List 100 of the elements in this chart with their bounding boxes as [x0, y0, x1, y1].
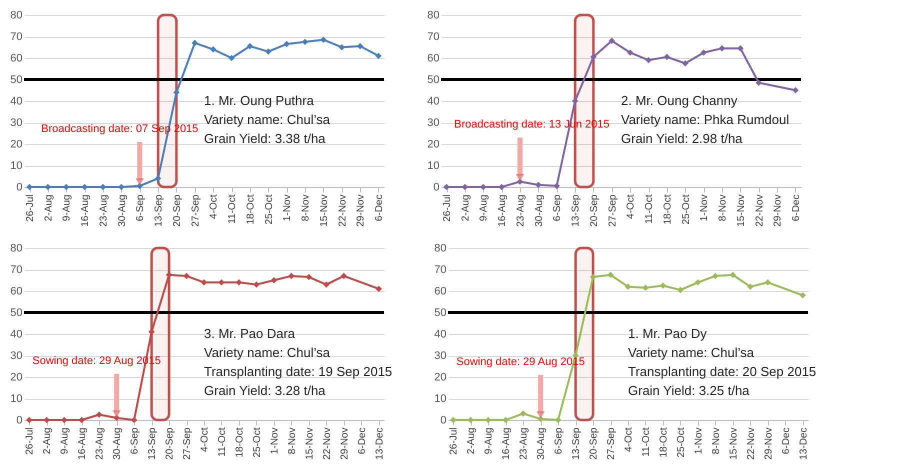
x-tick-label: 29-Nov: [763, 428, 774, 460]
point: [660, 282, 666, 289]
x-tick-label: 11-Oct: [644, 194, 656, 224]
point: [376, 286, 382, 292]
x-tick-label: 16-Aug: [80, 194, 92, 227]
point: [192, 40, 198, 46]
point: [502, 416, 509, 424]
point: [306, 274, 312, 280]
point: [246, 43, 254, 50]
point: [554, 416, 562, 424]
y-tick-label: 20: [434, 372, 446, 384]
point: [44, 416, 50, 424]
point: [320, 36, 327, 43]
point: [253, 281, 260, 288]
x-tick-label: 1-Nov: [269, 428, 280, 454]
x-tick-label: 29-Nov: [772, 194, 784, 227]
x-tick-label: 22-Nov: [754, 194, 766, 227]
point: [800, 292, 806, 298]
x-tick-label: 6-Sep: [130, 427, 141, 454]
annotation: Grain Yield: 2.98 t/ha: [621, 131, 744, 146]
x-tick-label: 27-Sep: [606, 427, 618, 460]
point: [443, 184, 450, 190]
annotation: Variety name: Chul’sa: [628, 345, 755, 360]
point: [764, 279, 771, 286]
y-tick-label: 20: [10, 372, 22, 384]
x-tick-label: 18-Oct: [658, 427, 670, 458]
x-tick-label: 1-Nov: [699, 194, 710, 222]
x-tick-label: 11-Oct: [227, 194, 238, 224]
y-tick-label: 50: [10, 307, 22, 319]
x-tick-label: 25-Oct: [264, 194, 275, 225]
x-tick-label: 6-Dec: [780, 428, 792, 454]
x-tick-label: 18-Oct: [245, 194, 256, 225]
point: [712, 272, 719, 280]
x-tick-label: 6-Dec: [356, 428, 368, 454]
y-tick-label: 20: [427, 138, 440, 150]
point: [118, 184, 125, 190]
x-tick-label: 18-Oct: [662, 194, 674, 225]
point: [130, 416, 138, 424]
y-tick-label: 30: [10, 117, 22, 129]
point: [78, 416, 85, 424]
x-tick-label: 15-Nov: [728, 428, 740, 460]
y-tick-label: 0: [16, 414, 22, 426]
y-tick-label: 10: [10, 393, 22, 405]
x-tick-label: 26-Jul: [448, 428, 460, 455]
point: [485, 416, 492, 424]
y-tick-label: 70: [10, 31, 22, 43]
x-tick-label: 26-Jul: [25, 194, 36, 222]
x-tick-label: 6-Dec: [790, 194, 802, 222]
x-tick-label: 20-Sep: [172, 194, 183, 227]
point: [607, 272, 614, 278]
y-tick-label: 30: [427, 117, 440, 129]
x-tick-label: 9-Aug: [62, 194, 73, 222]
x-tick-label: 16-Aug: [77, 428, 88, 460]
point: [283, 40, 290, 48]
x-tick-label: 9-Aug: [484, 428, 495, 454]
x-tick-label: 27-Sep: [182, 427, 194, 460]
y-tick-label: 30: [10, 350, 22, 362]
point: [645, 56, 652, 64]
x-tick-label: 26-Jul: [24, 428, 36, 455]
x-tick-label: 23-Aug: [94, 428, 106, 460]
x-tick-label: 22-Nov: [322, 428, 333, 460]
annotation: 1. Mr. Oung Puthra: [204, 93, 315, 108]
x-tick-label: 9-Aug: [478, 194, 490, 222]
x-tick-label: 4-Oct: [200, 427, 210, 452]
point: [737, 45, 744, 52]
x-tick-label: 15-Nov: [318, 194, 330, 227]
x-tick-label: 16-Aug: [497, 194, 508, 227]
point: [356, 43, 364, 50]
x-tick-label: 11-Oct: [640, 427, 652, 457]
x-tick-label: 6-Sep: [554, 427, 565, 454]
x-tick-label: 13-Sep: [147, 427, 158, 460]
y-tick-label: 0: [16, 182, 22, 194]
x-tick-label: 8-Nov: [710, 428, 722, 454]
x-tick-label: 23-Aug: [98, 194, 110, 227]
point: [608, 38, 615, 44]
point: [480, 184, 486, 190]
annotation: Variety name: Phka Rumdoul: [621, 112, 790, 127]
point: [183, 272, 190, 280]
annotation: 3. Mr. Pao Dara: [204, 326, 296, 341]
y-tick-label: 10: [10, 160, 22, 172]
x-tick-label: 15-Nov: [736, 194, 747, 227]
x-tick-label: 11-Oct: [216, 427, 228, 457]
x-tick-label: 1-Nov: [282, 194, 294, 222]
x-tick-label: 23-Aug: [518, 428, 530, 460]
x-tick-label: 8-Nov: [286, 428, 298, 454]
point: [218, 279, 225, 286]
y-tick-label: 10: [434, 393, 446, 405]
y-tick-label: 40: [10, 328, 22, 340]
annotation: Grain Yield: 3.28 t/ha: [204, 383, 326, 398]
x-tick-label: 4-Oct: [208, 194, 220, 219]
x-tick-label: 2-Aug: [43, 194, 54, 222]
x-tick-label: 6-Sep: [552, 194, 564, 222]
annotation: Grain Yield: 3.38 t/ha: [204, 131, 326, 146]
x-tick-label: 13-Sep: [570, 194, 582, 227]
point: [554, 182, 560, 190]
annotation: Transplanting date: 20 Sep 2015: [628, 364, 816, 379]
point: [627, 49, 634, 56]
x-tick-label: 2-Aug: [42, 428, 54, 454]
point: [323, 281, 330, 288]
y-tick-label: 50: [434, 307, 446, 319]
